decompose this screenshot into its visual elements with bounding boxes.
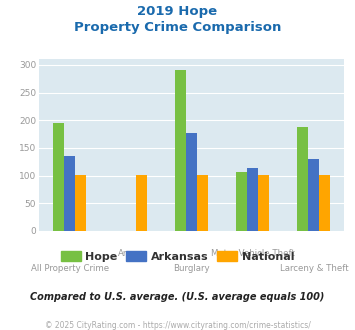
Text: Larceny & Theft: Larceny & Theft bbox=[279, 264, 348, 273]
Bar bbox=[247, 168, 258, 231]
Text: 2019 Hope: 2019 Hope bbox=[137, 5, 218, 18]
Bar bbox=[319, 175, 330, 231]
Text: All Property Crime: All Property Crime bbox=[31, 264, 109, 273]
Bar bbox=[236, 172, 247, 231]
Text: Motor Vehicle Theft: Motor Vehicle Theft bbox=[211, 249, 295, 258]
Bar bbox=[175, 71, 186, 231]
Bar bbox=[258, 175, 269, 231]
Bar bbox=[53, 122, 64, 231]
Bar bbox=[186, 133, 197, 231]
Bar bbox=[197, 175, 208, 231]
Bar bbox=[64, 156, 75, 231]
Bar bbox=[308, 159, 319, 231]
Legend: Hope, Arkansas, National: Hope, Arkansas, National bbox=[56, 247, 299, 267]
Text: Arson: Arson bbox=[118, 249, 143, 258]
Text: Property Crime Comparison: Property Crime Comparison bbox=[74, 21, 281, 34]
Text: © 2025 CityRating.com - https://www.cityrating.com/crime-statistics/: © 2025 CityRating.com - https://www.city… bbox=[45, 321, 310, 330]
Bar bbox=[136, 175, 147, 231]
Text: Compared to U.S. average. (U.S. average equals 100): Compared to U.S. average. (U.S. average … bbox=[30, 292, 325, 302]
Bar bbox=[75, 175, 86, 231]
Text: Burglary: Burglary bbox=[173, 264, 210, 273]
Bar bbox=[297, 127, 308, 231]
